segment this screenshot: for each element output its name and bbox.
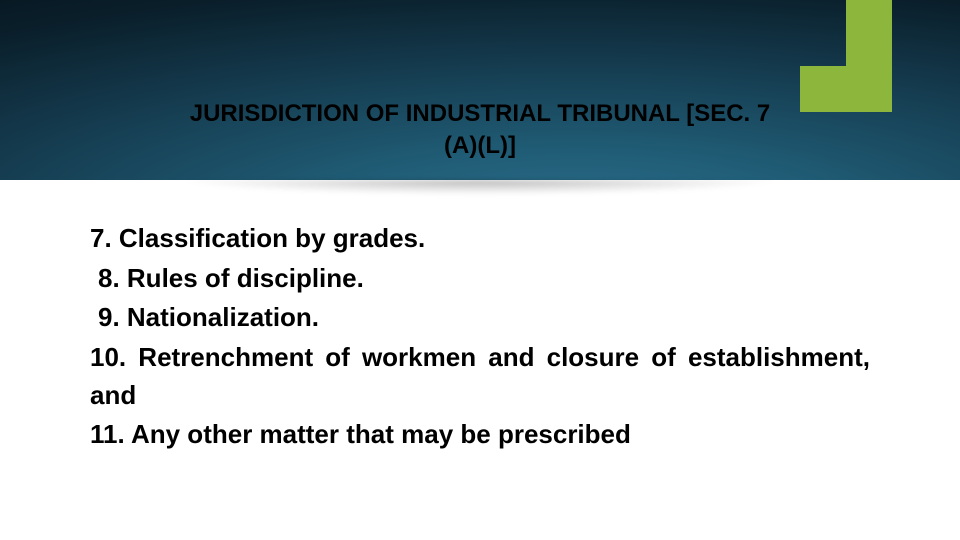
title-line-1: JURISDICTION OF INDUSTRIAL TRIBUNAL [SEC… xyxy=(190,100,770,127)
list-item: 11. Any other matter that may be prescri… xyxy=(90,416,870,454)
slide: JURISDICTION OF INDUSTRIAL TRIBUNAL [SEC… xyxy=(0,0,960,540)
list-item: 10. Retrenchment of workmen and closure … xyxy=(90,339,870,414)
list-item: 9. Nationalization. xyxy=(98,299,870,337)
list-item: 7. Classification by grades. xyxy=(90,220,870,258)
list-item: 8. Rules of discipline. xyxy=(98,260,870,298)
header-shadow xyxy=(80,180,880,200)
slide-title: JURISDICTION OF INDUSTRIAL TRIBUNAL [SEC… xyxy=(0,98,960,163)
slide-body: 7. Classification by grades. 8. Rules of… xyxy=(90,220,870,456)
title-line-2: (A)(L)] xyxy=(444,132,516,159)
